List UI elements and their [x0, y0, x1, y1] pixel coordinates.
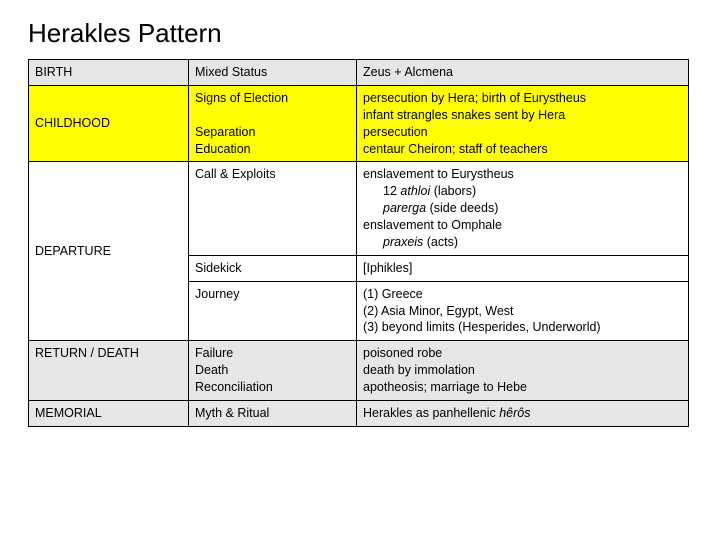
- table-row: MEMORIAL Myth & Ritual Herakles as panhe…: [29, 400, 689, 426]
- element-line: Education: [195, 142, 251, 156]
- element-cell: Failure Death Reconciliation: [189, 341, 357, 401]
- detail-line: centaur Cheiron; staff of teachers: [363, 142, 548, 156]
- detail-cell: [Iphikles]: [357, 255, 689, 281]
- stage-label: CHILDHOOD: [35, 116, 110, 130]
- detail-line: infant strangles snakes sent by Hera: [363, 108, 565, 122]
- detail-cell: Herakles as panhellenic hêrôs: [357, 400, 689, 426]
- element-cell: Call & Exploits: [189, 162, 357, 255]
- detail-cell: enslavement to Eurystheus12 athloi (labo…: [357, 162, 689, 255]
- element-cell: Journey: [189, 281, 357, 341]
- slide: Herakles Pattern BIRTH Mixed Status Zeus…: [0, 0, 720, 427]
- stage-cell: MEMORIAL: [29, 400, 189, 426]
- detail-cell: (1) Greece (2) Asia Minor, Egypt, West (…: [357, 281, 689, 341]
- table-row: RETURN / DEATH Failure Death Reconciliat…: [29, 341, 689, 401]
- element-line: Failure: [195, 346, 233, 360]
- stage-cell: DEPARTURE: [29, 162, 189, 341]
- stage-cell: CHILDHOOD: [29, 85, 189, 162]
- stage-label: DEPARTURE: [35, 244, 111, 258]
- detail-line: persecution by Hera; birth of Eurystheus: [363, 91, 586, 105]
- detail-line: (2) Asia Minor, Egypt, West: [363, 304, 514, 318]
- detail-cell: Zeus + Alcmena: [357, 60, 689, 86]
- stage-cell: RETURN / DEATH: [29, 341, 189, 401]
- detail-line: apotheosis; marriage to Hebe: [363, 380, 527, 394]
- detail-cell: poisoned robe death by immolation apothe…: [357, 341, 689, 401]
- pattern-table: BIRTH Mixed Status Zeus + Alcmena CHILDH…: [28, 59, 689, 427]
- page-title: Herakles Pattern: [28, 18, 692, 49]
- table-row: DEPARTURE Call & Exploits enslavement to…: [29, 162, 689, 255]
- element-cell: Mixed Status: [189, 60, 357, 86]
- table-row: CHILDHOOD Signs of Election Separation E…: [29, 85, 689, 162]
- detail-line: death by immolation: [363, 363, 475, 377]
- element-line: Death: [195, 363, 228, 377]
- detail-line: poisoned robe: [363, 346, 442, 360]
- element-line: Reconciliation: [195, 380, 273, 394]
- element-cell: Sidekick: [189, 255, 357, 281]
- detail-line: (1) Greece: [363, 287, 423, 301]
- detail-line: (3) beyond limits (Hesperides, Underworl…: [363, 320, 601, 334]
- element-line: Separation: [195, 125, 255, 139]
- detail-cell: persecution by Hera; birth of Eurystheus…: [357, 85, 689, 162]
- stage-cell: BIRTH: [29, 60, 189, 86]
- table-row: BIRTH Mixed Status Zeus + Alcmena: [29, 60, 689, 86]
- detail-line: persecution: [363, 125, 428, 139]
- element-cell: Signs of Election Separation Education: [189, 85, 357, 162]
- element-cell: Myth & Ritual: [189, 400, 357, 426]
- element-line: Signs of Election: [195, 91, 288, 105]
